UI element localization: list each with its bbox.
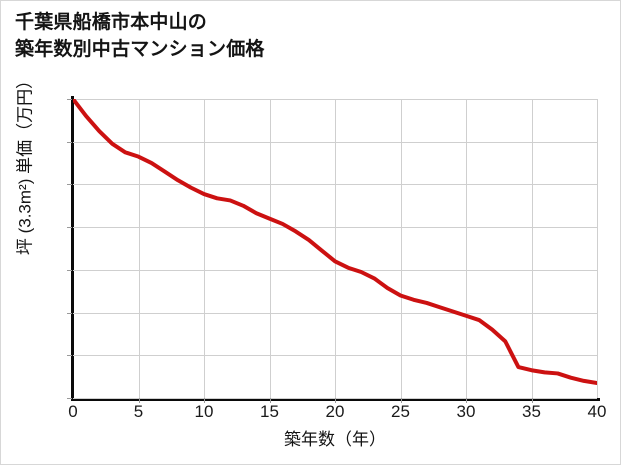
x-tick-label: 30: [456, 402, 476, 421]
x-tick-label: 10: [194, 402, 214, 421]
gridline-v: [335, 99, 336, 398]
x-tick-label: 35: [522, 402, 541, 421]
x-tick-mark: [400, 398, 402, 403]
gridline-v: [138, 99, 140, 398]
gridline-v: [400, 99, 402, 398]
x-tick-label: 15: [260, 402, 279, 421]
y-tick-mark: [67, 398, 72, 399]
x-tick-mark: [466, 398, 467, 403]
y-tick-mark: [67, 312, 72, 314]
x-tick-label: 20: [325, 402, 345, 421]
y-tick-mark: [67, 141, 72, 143]
y-tick-mark: [67, 99, 72, 100]
y-tick-mark: [67, 184, 72, 186]
x-tick-mark: [204, 398, 205, 403]
y-axis-line: [71, 96, 74, 401]
x-tick-mark: [335, 398, 336, 403]
price-line: [73, 99, 597, 386]
y-tick-mark: [67, 269, 72, 271]
gridline-v: [204, 99, 205, 398]
x-tick-label: 40: [587, 402, 607, 421]
x-tick-label: 0: [68, 402, 78, 421]
x-tick-mark: [531, 398, 533, 403]
y-tick-mark: [67, 227, 72, 229]
gridline-v: [531, 99, 533, 398]
x-tick-mark: [138, 398, 140, 403]
gridline-v: [269, 99, 271, 398]
x-tick-label: 5: [133, 402, 144, 421]
line-series-svg: [73, 99, 597, 386]
x-tick-label: 25: [391, 402, 410, 421]
y-tick-mark: [67, 355, 72, 357]
gridline-v: [466, 99, 467, 398]
chart-title: 千葉県船橋市本中山の 築年数別中古マンション価格: [15, 12, 265, 60]
y-axis-label: 坪 (3.3m²) 単価（万円）: [15, 71, 35, 256]
x-axis-label: 築年数（年）: [284, 430, 386, 449]
gridline-v: [597, 99, 598, 398]
x-tick-mark: [269, 398, 271, 403]
